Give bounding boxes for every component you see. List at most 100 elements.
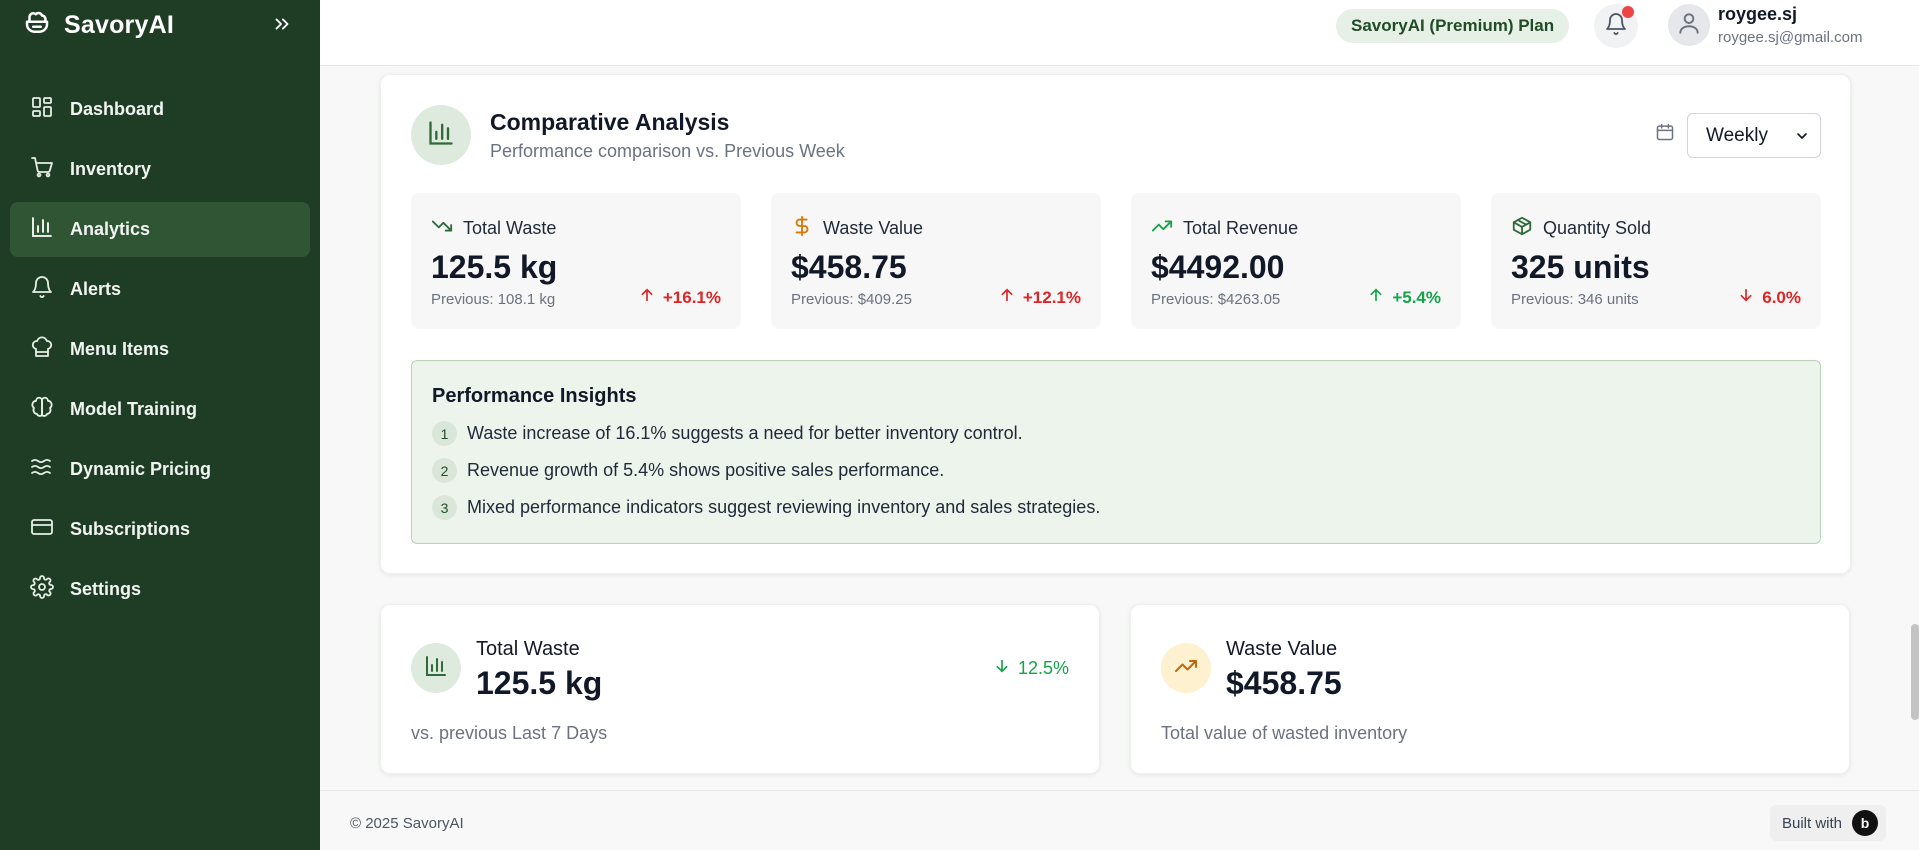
sidebar-item-label: Dashboard [70,99,165,119]
builder-logo-icon: b [1852,810,1879,836]
sidebar-item-label: Dynamic Pricing [70,459,212,479]
insight-item: 2 Revenue growth of 5.4% shows positive … [432,458,944,483]
arrow-up-icon [1368,287,1384,308]
summary-title: Waste Value [1226,638,1338,660]
metric-card-quantity-sold: Quantity Sold 325 units Previous: 346 un… [1491,193,1821,329]
metric-change-value: 6.0% [1762,287,1801,307]
metric-header: Quantity Sold [1511,215,1651,242]
top-header: SavoryAI (Premium) Plan roygee.sj roygee… [320,0,1919,66]
footer: © 2025 SavoryAI Built with b [320,790,1919,850]
avatar[interactable] [1668,4,1710,46]
copyright: © 2025 SavoryAI [350,815,464,832]
summary-description: vs. previous Last 7 Days [411,723,608,743]
bell-icon [30,275,54,304]
sidebar-item-inventory[interactable]: Inventory [10,142,310,197]
main-content: Comparative Analysis Performance compari… [320,66,1919,850]
total-waste-icon-badge [411,643,461,693]
metric-change-value: +12.1% [1022,287,1081,307]
metric-previous: Previous: $4263.05 [1151,291,1281,308]
insight-item: 3 Mixed performance indicators suggest r… [432,495,1100,520]
insight-text: Revenue growth of 5.4% shows positive sa… [467,460,945,480]
sidebar-item-label: Inventory [70,159,152,179]
period-select[interactable]: Weekly [1687,113,1821,158]
metric-label: Waste Value [823,218,924,238]
plan-badge[interactable]: SavoryAI (Premium) Plan [1336,9,1570,43]
dollar-icon [791,215,813,242]
arrow-up-icon [999,287,1015,308]
total-waste-card: Total Waste 125.5 kg 12.5% vs. previous … [380,604,1100,774]
sidebar-item-dynamic-pricing[interactable]: Dynamic Pricing [10,442,310,497]
metric-value: 325 units [1511,249,1650,285]
app-name: SavoryAI [64,10,174,39]
sidebar-item-dashboard[interactable]: Dashboard [10,82,310,137]
insight-text: Waste increase of 16.1% suggests a need … [467,423,1023,443]
metric-value: $4492.00 [1151,249,1285,285]
sidebar-item-model-training[interactable]: Model Training [10,382,310,437]
metric-card-waste-value: Waste Value $458.75 Previous: $409.25 +1… [771,193,1101,329]
bar-chart-icon [30,215,54,244]
package-icon [1511,215,1533,242]
collapse-sidebar-button[interactable] [268,12,296,40]
user-email: roygee.sj@gmail.com [1718,29,1863,46]
bell-icon [1604,12,1628,41]
sidebar-nav: Dashboard Inventory Analytics Alerts Men… [10,82,310,622]
notifications-button[interactable] [1594,4,1638,48]
metric-previous: Previous: 108.1 kg [431,291,556,308]
summary-value: 125.5 kg [476,665,603,701]
built-with-label: Built with [1782,814,1843,832]
sidebar-item-label: Subscriptions [70,519,191,539]
sidebar-item-label: Menu Items [70,339,170,359]
comparative-analysis-card: Comparative Analysis Performance compari… [380,74,1851,574]
insight-text: Mixed performance indicators suggest rev… [467,497,1101,517]
chef-logo-icon [22,8,52,43]
metric-change: +5.4% [1368,287,1441,308]
summary-description: Total value of wasted inventory [1161,723,1408,743]
scrollbar-thumb[interactable] [1911,624,1919,720]
bar-chart-icon [427,119,455,152]
trending-down-icon [431,215,453,242]
metric-previous: Previous: $409.25 [791,291,912,308]
metric-label: Total Waste [463,218,557,238]
sidebar-item-analytics[interactable]: Analytics [10,202,310,257]
chevrons-right-icon [271,13,293,40]
metric-previous: Previous: 346 units [1511,291,1639,308]
comparative-analysis-icon-badge [411,105,471,165]
arrow-down-icon [1738,287,1754,308]
sidebar-item-label: Model Training [70,399,198,419]
sidebar: SavoryAI Dashboard Inventory Analytics A… [0,0,320,850]
waste-value-icon-badge [1161,643,1211,693]
insight-number: 1 [432,421,457,446]
sidebar-item-alerts[interactable]: Alerts [10,262,310,317]
user-name[interactable]: roygee.sj [1718,4,1798,24]
summary-change: 12.5% [994,658,1069,679]
grid-icon [30,95,54,124]
insights-title: Performance Insights [432,385,637,407]
metric-card-total-waste: Total Waste 125.5 kg Previous: 108.1 kg … [411,193,741,329]
waves-icon [30,455,54,484]
chevron-down-icon [1794,128,1810,150]
metric-change-value: +5.4% [1392,287,1441,307]
sidebar-item-settings[interactable]: Settings [10,562,310,617]
metric-label: Quantity Sold [1543,218,1652,238]
summary-title: Total Waste [476,638,580,660]
sidebar-item-label: Settings [70,579,142,599]
calendar-icon [1655,122,1675,147]
credit-card-icon [30,515,54,544]
summary-value: $458.75 [1226,665,1342,701]
built-with-badge[interactable]: Built with b [1770,805,1887,841]
metric-change: +12.1% [999,287,1081,308]
sidebar-item-subscriptions[interactable]: Subscriptions [10,502,310,557]
sidebar-item-menu-items[interactable]: Menu Items [10,322,310,377]
cart-icon [30,155,54,184]
metric-change: +16.1% [639,287,721,308]
comparative-analysis-subtitle: Performance comparison vs. Previous Week [490,141,845,161]
performance-insights: Performance Insights 1 Waste increase of… [411,360,1821,544]
user-icon [1676,10,1702,41]
metric-header: Total Revenue [1151,215,1298,242]
metric-header: Waste Value [791,215,923,242]
brand[interactable]: SavoryAI [22,8,174,42]
metric-card-total-revenue: Total Revenue $4492.00 Previous: $4263.0… [1131,193,1461,329]
insight-number: 3 [432,495,457,520]
metric-label: Total Revenue [1183,218,1299,238]
summary-change-value: 12.5% [1017,658,1069,678]
